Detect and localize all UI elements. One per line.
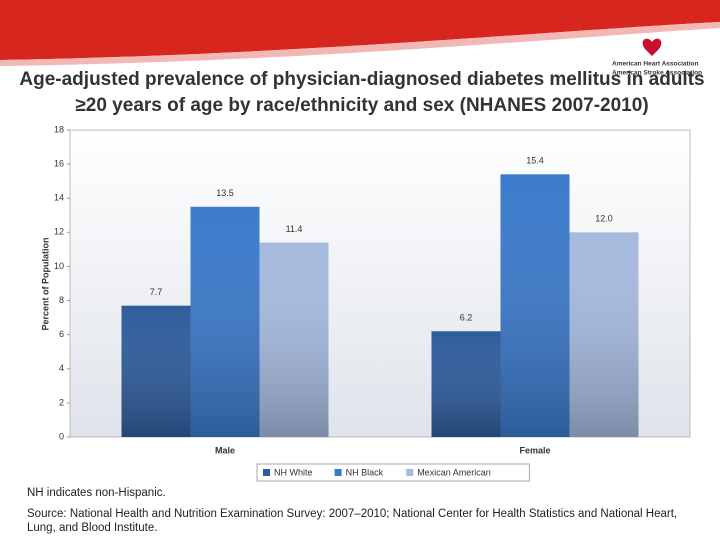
source: Source: National Health and Nutrition Ex… [27,508,678,534]
value-label: 12.0 [595,214,613,224]
legend-label: NH White [274,467,313,477]
legend-box [256,463,530,482]
value-label: 11.4 [286,224,303,234]
y-tick-label: 8 [59,295,64,305]
bar-shade [500,174,570,437]
bar-shade [431,331,501,437]
y-tick-label: 10 [54,261,64,271]
y-axis-label: Percent of Population [40,237,50,330]
x-tick-label: Female [519,445,550,455]
value-label: 7.7 [150,287,163,297]
legend-label: NH Black [346,467,384,477]
bar-shade [121,305,191,437]
y-tick-label: 0 [59,431,64,441]
y-tick-label: 16 [54,158,64,168]
legend-swatch [406,469,414,476]
header-swoosh [0,0,720,60]
bar-shade [259,242,329,437]
y-tick-label: 4 [59,363,64,373]
y-tick-label: 18 [54,124,64,134]
logo-text: American Heart Association [612,61,698,68]
bar-shade [190,206,260,437]
logo-heart [642,38,662,56]
value-label: 15.4 [526,156,544,166]
y-tick-label: 14 [54,193,64,203]
legend-swatch [263,469,270,476]
y-tick-label: 6 [59,329,64,339]
legend: NH White NH Black Mexican American [256,463,530,482]
header-swoosh-light [0,22,720,66]
y-tick-label: 2 [59,397,64,407]
value-label: 13.5 [216,188,234,198]
y-tick-label: 12 [54,227,64,237]
x-tick-label: Male [215,445,235,455]
note: NH indicates non-Hispanic. [27,487,166,499]
logo-text: American Stroke Association [612,70,702,77]
bar-shade [569,232,639,437]
legend-label: Mexican American [417,467,491,477]
chart-title: Age-adjusted prevalence of physician-dia… [19,69,704,90]
chart-title: ≥20 years of age by race/ethnicity and s… [75,95,648,116]
legend-swatch [334,469,342,476]
value-label: 6.2 [460,313,473,323]
